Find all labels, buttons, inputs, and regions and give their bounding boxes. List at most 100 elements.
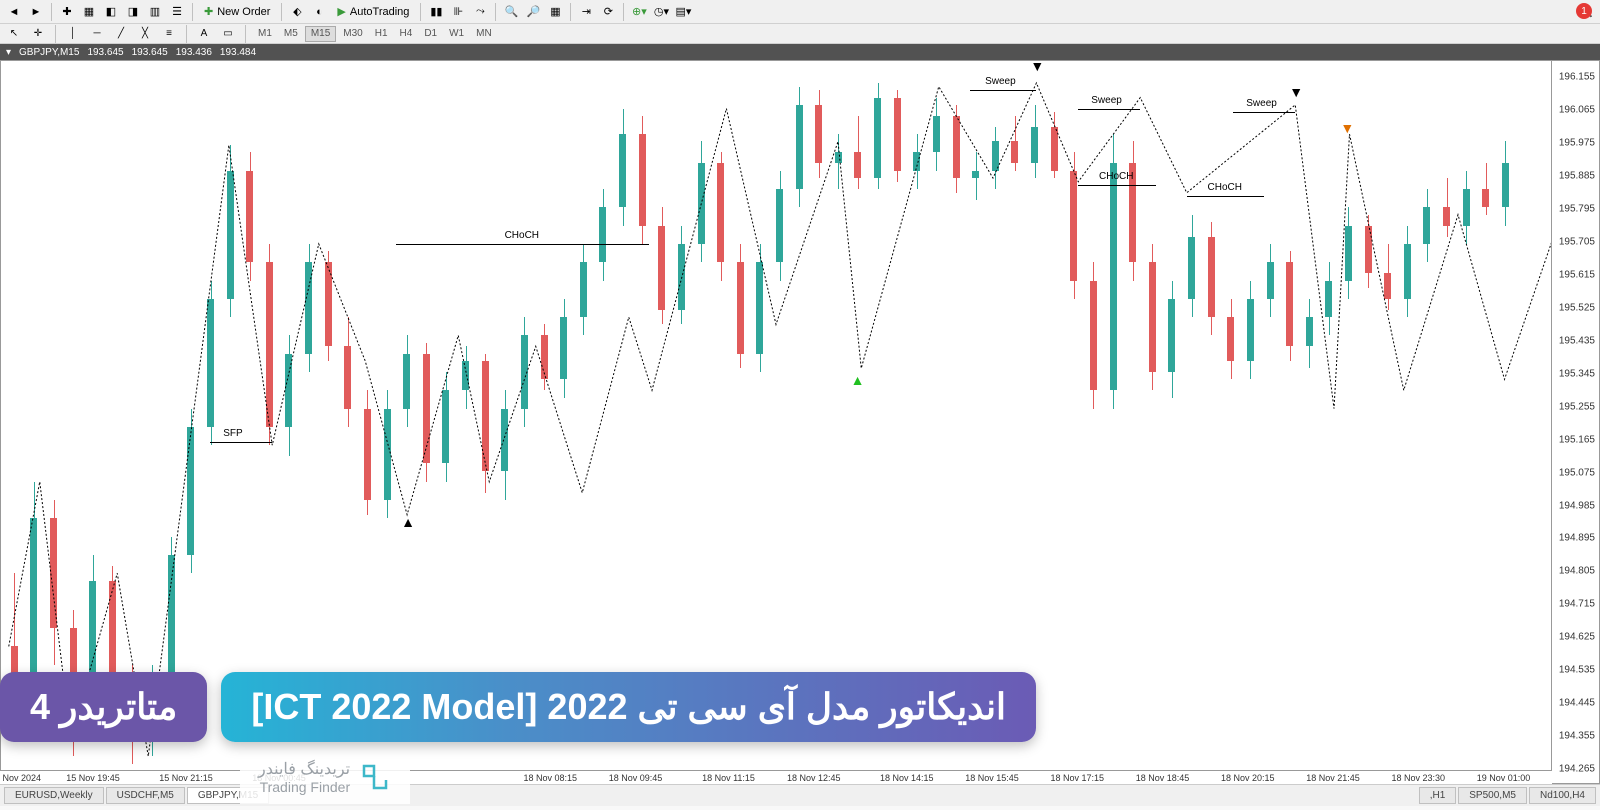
timeframe-MN[interactable]: MN <box>471 26 497 42</box>
candle-body <box>1188 237 1195 299</box>
terminal-icon[interactable]: ▥ <box>145 2 165 22</box>
candle-body <box>442 390 449 463</box>
y-tick: 195.525 <box>1559 302 1595 313</box>
cursor-icon[interactable]: ↖ <box>4 24 24 44</box>
line-chart-icon[interactable]: ⤳ <box>470 2 490 22</box>
candle-body <box>599 207 606 262</box>
y-tick: 194.265 <box>1559 764 1595 775</box>
crosshair-icon[interactable]: ✛ <box>28 24 48 44</box>
annotation-label: CHoCH <box>1208 182 1242 193</box>
zoom-out-icon[interactable]: 🔎 <box>523 2 543 22</box>
vline-icon[interactable]: │ <box>63 24 83 44</box>
strategy-icon[interactable]: ☰ <box>167 2 187 22</box>
tile-icon[interactable]: ▦ <box>545 2 565 22</box>
profile-icon[interactable]: ▦ <box>79 2 99 22</box>
chart-header: ▾ GBPJPY,M15 193.645 193.645 193.436 193… <box>0 44 1600 60</box>
templates-icon[interactable]: ▤▾ <box>673 2 693 22</box>
tab[interactable]: SP500,M5 <box>1458 787 1527 804</box>
x-axis: 15 Nov 202415 Nov 19:4515 Nov 21:1518 No… <box>0 770 1552 784</box>
x-tick: 18 Nov 08:15 <box>523 773 577 783</box>
timeframe-M30[interactable]: M30 <box>338 26 367 42</box>
data-icon[interactable]: ◨ <box>123 2 143 22</box>
title-banners: اندیکاتور مدل آی سی تی 2022 [ICT 2022 Mo… <box>0 672 1600 742</box>
candle-body <box>344 346 351 408</box>
label-icon[interactable]: ▭ <box>218 24 238 44</box>
candle-body <box>541 335 548 379</box>
candle-body <box>1168 299 1175 372</box>
candle-body <box>384 409 391 500</box>
tab[interactable]: Nd100,H4 <box>1529 787 1596 804</box>
notification-badge[interactable]: 1 <box>1576 3 1592 19</box>
x-tick: 18 Nov 18:45 <box>1136 773 1190 783</box>
candle-body <box>639 134 646 225</box>
market-icon[interactable]: ◧ <box>101 2 121 22</box>
y-tick: 195.615 <box>1559 270 1595 281</box>
timeframe-W1[interactable]: W1 <box>444 26 469 42</box>
autotrading-button[interactable]: ▶AutoTrading <box>331 2 415 22</box>
candle-body <box>403 354 410 409</box>
candle-body <box>1011 141 1018 163</box>
text-icon[interactable]: A <box>194 24 214 44</box>
y-tick: 195.705 <box>1559 237 1595 248</box>
scroll-icon[interactable]: ⟳ <box>598 2 618 22</box>
channel-icon[interactable]: ╳ <box>135 24 155 44</box>
tab[interactable]: USDCHF,M5 <box>106 787 185 804</box>
timeframe-M5[interactable]: M5 <box>279 26 303 42</box>
timeframe-H1[interactable]: H1 <box>370 26 393 42</box>
banner-main: اندیکاتور مدل آی سی تی 2022 [ICT 2022 Mo… <box>221 672 1036 742</box>
signal-arrow-up: ▲ <box>401 514 415 530</box>
banner-platform: متاتریدر 4 <box>0 672 207 742</box>
annotation-label: CHoCH <box>505 230 539 241</box>
indicators-icon[interactable]: ⊕▾ <box>629 2 649 22</box>
annotation-label: SFP <box>223 428 242 439</box>
candle-body <box>894 98 901 171</box>
candle-body <box>50 518 57 628</box>
nav-fwd-icon[interactable]: ► <box>26 2 46 22</box>
tab[interactable]: EURUSD,Weekly <box>4 787 104 804</box>
candle-body <box>266 262 273 427</box>
candle-body <box>1227 317 1234 361</box>
candle-body <box>1051 127 1058 171</box>
y-tick: 195.165 <box>1559 434 1595 445</box>
signal-arrow-down: ▼ <box>1289 84 1303 100</box>
timeframe-M15[interactable]: M15 <box>305 26 336 42</box>
x-tick: 18 Nov 23:30 <box>1391 773 1445 783</box>
bar-chart-icon[interactable]: ▮▮ <box>426 2 446 22</box>
timeframe-D1[interactable]: D1 <box>419 26 442 42</box>
add-chart-icon[interactable]: ✚ <box>57 2 77 22</box>
candle-chart-icon[interactable]: ⊪ <box>448 2 468 22</box>
x-tick: 18 Nov 21:45 <box>1306 773 1360 783</box>
candle-body <box>1345 226 1352 281</box>
hline-icon[interactable]: ─ <box>87 24 107 44</box>
timeframe-H4[interactable]: H4 <box>395 26 418 42</box>
price-1: 193.645 <box>87 47 123 58</box>
y-tick: 194.625 <box>1559 632 1595 643</box>
tab[interactable]: ,H1 <box>1419 787 1457 804</box>
price-4: 193.484 <box>220 47 256 58</box>
x-tick: 15 Nov 21:15 <box>159 773 213 783</box>
shift-icon[interactable]: ⇥ <box>576 2 596 22</box>
candle-body <box>187 427 194 555</box>
expert-icon[interactable]: ⬖ <box>287 2 307 22</box>
options-icon[interactable]: ◐ <box>309 2 329 22</box>
candle-body <box>462 361 469 390</box>
annotation-line <box>1078 185 1156 186</box>
timeframe-M1[interactable]: M1 <box>253 26 277 42</box>
zoom-in-icon[interactable]: 🔍 <box>501 2 521 22</box>
candle-body <box>854 152 861 178</box>
candle-body <box>521 335 528 408</box>
new-order-button[interactable]: ✚New Order <box>198 2 276 22</box>
fib-icon[interactable]: ≡ <box>159 24 179 44</box>
zigzag-line <box>1 61 1551 769</box>
annotation-line <box>1078 109 1140 110</box>
trendline-icon[interactable]: ╱ <box>111 24 131 44</box>
y-tick: 196.155 <box>1559 72 1595 83</box>
periods-icon[interactable]: ◷▾ <box>651 2 671 22</box>
candle-body <box>1306 317 1313 346</box>
candle-body <box>1365 226 1372 274</box>
dropdown-icon[interactable]: ▾ <box>6 47 11 58</box>
y-tick: 196.065 <box>1559 105 1595 116</box>
x-tick: 18 Nov 17:15 <box>1050 773 1104 783</box>
candle-body <box>619 134 626 207</box>
nav-back-icon[interactable]: ◄ <box>4 2 24 22</box>
